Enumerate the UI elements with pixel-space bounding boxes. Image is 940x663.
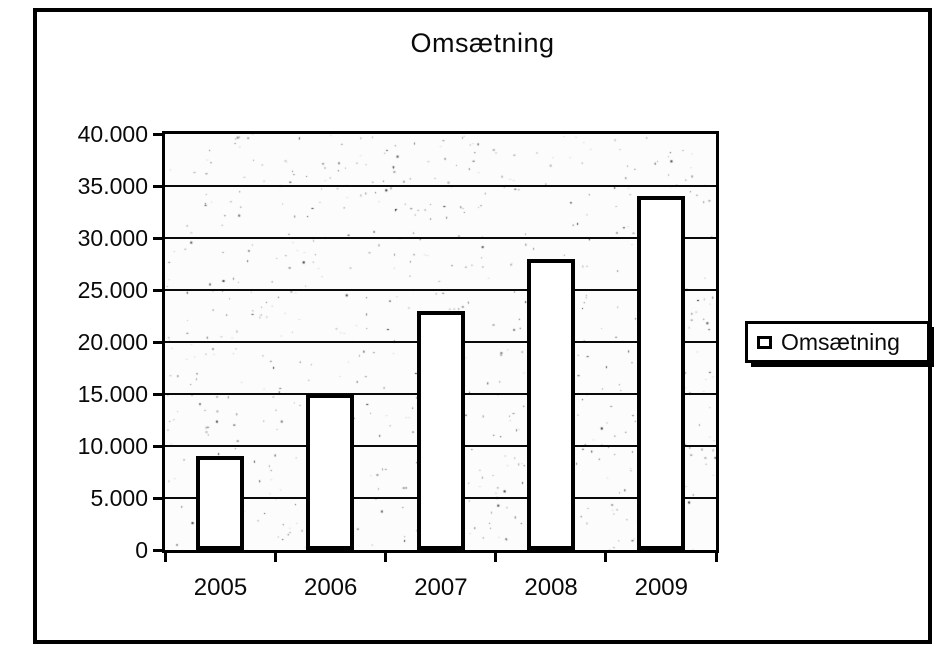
y-tick-label: 0 [135,537,148,563]
chart-title: Omsætning [410,28,555,58]
bar-2009 [636,196,685,550]
x-tick-label: 2007 [414,574,468,601]
bar-2006 [306,394,355,550]
legend-series-label: Omsætning [781,328,900,355]
x-tick-label: 2009 [634,574,688,601]
bar-2007 [416,310,465,550]
gridline [165,185,716,187]
x-tick-mark [383,553,387,562]
y-tick-mark [153,133,162,136]
y-tick-mark [153,289,162,292]
y-tick-mark [153,445,162,448]
x-tick-mark [163,553,167,562]
gridline [165,289,716,291]
x-tick-mark [604,553,608,562]
y-tick-label: 40.000 [77,121,148,147]
y-tick-mark [153,393,162,396]
gridline [165,237,716,239]
bar-2005 [196,456,245,550]
legend: Omsætning [745,321,930,363]
y-tick-label: 15.000 [77,381,148,407]
y-tick-label: 5.000 [90,485,148,511]
y-tick-mark [153,237,162,240]
y-axis: 0 5.000 10.000 15.000 20.000 25.000 30.000 35.0… [0,121,162,563]
x-axis: 2005 2006 2007 2008 2009 [163,550,718,610]
x-tick-label: 2008 [524,574,578,601]
y-tick-mark [153,549,162,552]
y-tick-label: 25.000 [77,277,148,303]
x-tick-mark [273,553,277,562]
plot-area [162,131,719,553]
y-tick-mark [153,341,162,344]
y-tick-label: 10.000 [77,433,148,459]
y-tick-label: 35.000 [77,173,148,199]
y-tick-mark [153,497,162,500]
y-tick-label: 30.000 [77,225,148,251]
y-tick-mark [153,185,162,188]
x-tick-mark [714,553,718,562]
legend-series-marker-icon [757,335,772,349]
x-tick-label: 2005 [193,574,248,601]
bar-2008 [526,258,575,550]
x-tick-mark [494,553,498,562]
x-tick-label: 2006 [303,574,358,601]
y-tick-label: 20.000 [77,329,148,355]
